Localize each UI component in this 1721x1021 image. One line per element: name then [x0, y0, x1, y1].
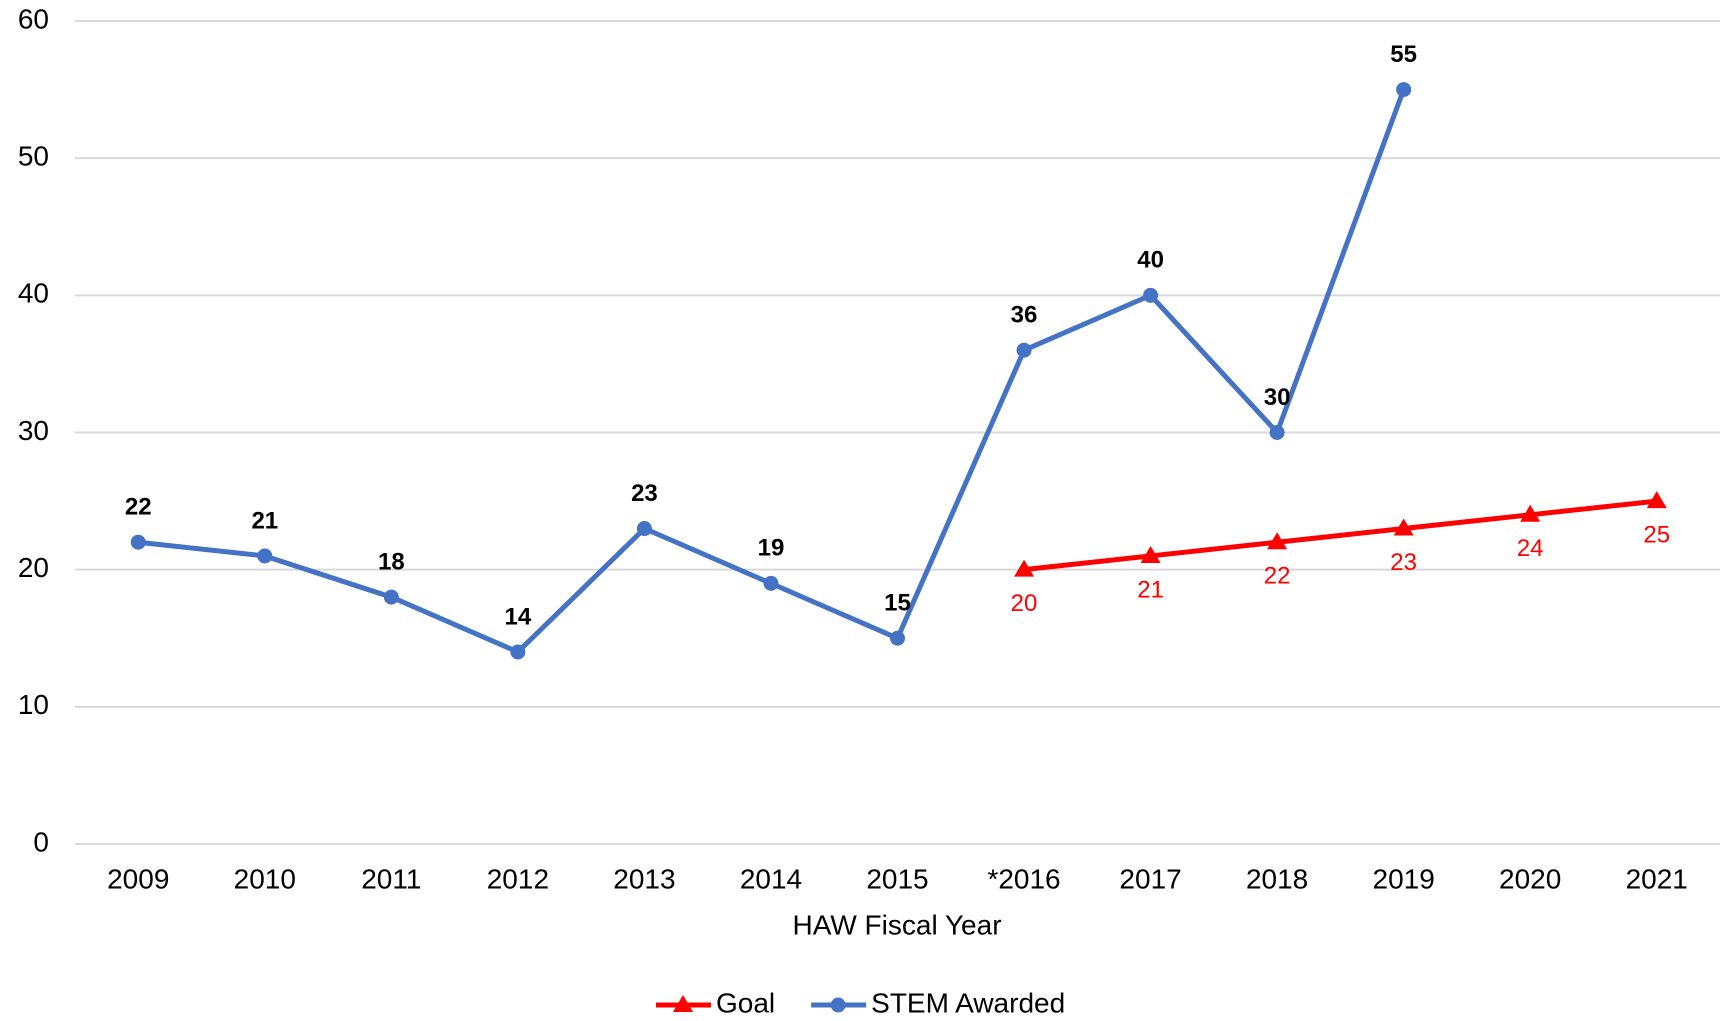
data-label: 40 [1137, 247, 1164, 274]
x-tick-label: 2012 [487, 863, 549, 894]
x-tick-label: *2016 [987, 863, 1060, 894]
point [1016, 342, 1032, 358]
x-tick-label: 2013 [613, 863, 675, 894]
y-tick-label: 10 [18, 689, 49, 720]
y-tick-label: 0 [33, 826, 49, 857]
legend-label: Goal [716, 987, 775, 1018]
x-tick-label: 2011 [361, 863, 421, 894]
y-tick-label: 30 [18, 415, 49, 446]
point [130, 534, 146, 550]
y-tick-label: 60 [18, 3, 49, 34]
point [1014, 559, 1035, 577]
point [1267, 532, 1288, 550]
y-tick-label: 50 [18, 141, 49, 172]
point [1143, 287, 1159, 303]
y-tick-label: 20 [18, 552, 49, 583]
y-tick-label: 40 [18, 278, 49, 309]
point [1140, 545, 1161, 563]
data-label: 15 [884, 590, 911, 617]
point [1393, 518, 1414, 536]
data-label: 21 [251, 507, 278, 534]
legend-marker [673, 995, 693, 1012]
x-tick-label: 2009 [107, 863, 169, 894]
x-tick-label: 2021 [1626, 863, 1688, 894]
data-label: 30 [1264, 384, 1291, 411]
point [257, 548, 273, 564]
data-label: 14 [505, 603, 532, 630]
x-tick-label: 2020 [1499, 863, 1561, 894]
data-label: 25 [1643, 521, 1670, 548]
point [510, 644, 526, 660]
data-label: 20 [1011, 590, 1038, 617]
data-label: 22 [1264, 563, 1291, 590]
point [636, 521, 652, 537]
point [1646, 491, 1667, 509]
x-tick-label: 2014 [740, 863, 802, 894]
x-tick-label: 2017 [1119, 863, 1181, 894]
x-tick-label: 2015 [866, 863, 928, 894]
point [383, 589, 399, 605]
point [1520, 504, 1541, 522]
data-label: 22 [125, 494, 152, 521]
point [1269, 425, 1285, 440]
data-label: 18 [378, 548, 405, 575]
data-label: 23 [631, 480, 658, 507]
data-label: 55 [1390, 41, 1417, 68]
x-tick-label: 2018 [1246, 863, 1308, 894]
x-axis-title: HAW Fiscal Year [792, 909, 1001, 940]
data-label: 24 [1517, 535, 1544, 562]
series-line [1023, 498, 1657, 573]
legend-marker [830, 997, 846, 1013]
series-line [137, 88, 1406, 655]
point [1396, 82, 1412, 98]
point [763, 575, 779, 591]
x-tick-label: 2019 [1373, 863, 1435, 894]
x-tick-label: 2010 [234, 863, 296, 894]
data-label: 36 [1011, 302, 1038, 329]
legend-label: STEM Awarded [871, 987, 1065, 1018]
data-label: 23 [1390, 549, 1417, 576]
point [890, 630, 905, 646]
data-label: 19 [758, 535, 785, 562]
data-label: 21 [1137, 576, 1164, 603]
